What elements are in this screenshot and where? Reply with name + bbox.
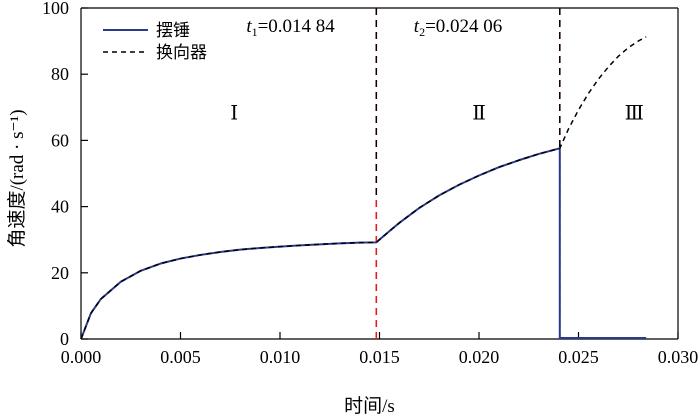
x-tick-label: 0.000 [61, 347, 102, 367]
legend-label-1: 摆锤 [156, 21, 190, 40]
annotation-var: t [414, 16, 420, 37]
annotation-var: t [246, 16, 252, 37]
y-tick-label: 60 [51, 130, 69, 150]
vline-annotation-1: t1=0.014 84 [246, 16, 335, 39]
annotation-subscript: 1 [252, 25, 258, 39]
annotations: t1=0.014 84 t2=0.024 06Ⅰ Ⅱ Ⅲ [230, 16, 644, 124]
vline-annotation-2: t2=0.024 06 [414, 16, 503, 39]
region-label-1: Ⅰ [230, 102, 238, 124]
x-tick-label: 0.010 [260, 347, 301, 367]
annotation-subscript: 2 [419, 25, 425, 39]
x-axis-title: 时间/s [344, 395, 395, 417]
axes: 0.000 0.005 0.010 0.015 0.020 0.025 0.030 0 20 40… [6, 0, 698, 417]
region-label-2: Ⅱ [472, 102, 486, 124]
x-tick-label: 0.005 [160, 347, 201, 367]
x-tick-label: 0.015 [359, 347, 400, 367]
y-tick-label: 40 [51, 197, 69, 217]
x-tick-label: 0.020 [459, 347, 500, 367]
reference-lines [375, 8, 561, 339]
series-group [80, 36, 647, 340]
y-axis-title: 角速度/(rad · s⁻¹) [6, 109, 28, 247]
y-tick-label: 80 [51, 64, 69, 84]
legend-label-2: 换向器 [156, 43, 207, 62]
region-label-3: Ⅲ [625, 102, 644, 124]
annotation-value: =0.014 84 [258, 16, 336, 37]
annotation-value: =0.024 06 [425, 16, 502, 37]
series-line-2 [80, 36, 647, 340]
y-tick-label: 100 [42, 0, 69, 18]
x-tick-label: 0.030 [658, 347, 699, 367]
y-tick-label: 20 [51, 263, 69, 283]
x-tick-label: 0.025 [558, 347, 599, 367]
series-line-1 [80, 147, 647, 340]
y-tick-label: 0 [60, 329, 69, 349]
